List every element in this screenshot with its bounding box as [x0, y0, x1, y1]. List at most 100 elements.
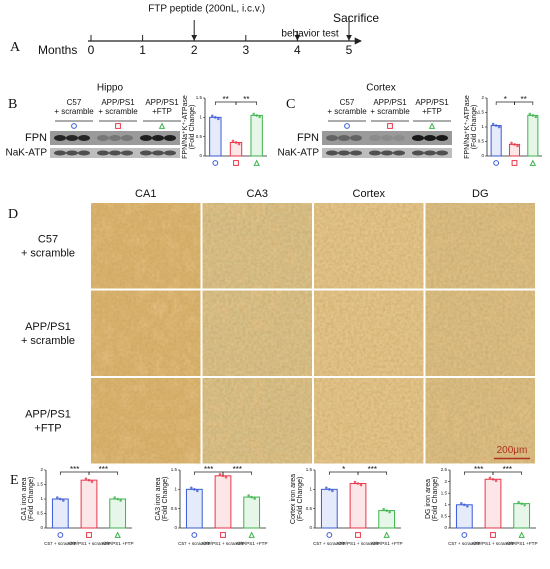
group-symbol [114, 531, 121, 538]
significance-bracket [492, 471, 523, 475]
group-symbol [253, 159, 260, 166]
group-symbol [344, 123, 350, 129]
data-point [494, 479, 498, 483]
blot-band [381, 135, 393, 141]
data-point [59, 497, 62, 501]
histology-texture [314, 378, 424, 464]
blot-band [393, 135, 405, 141]
y-tick-label: 2.5 [441, 467, 448, 472]
panel-label: D [8, 207, 18, 222]
y-tick-label: 0 [481, 153, 484, 158]
x-tick-label: APP/PS1 + scramble [471, 541, 514, 546]
blot-band [66, 150, 78, 156]
blot-band [326, 135, 338, 141]
y-axis-label: CA3 iron area [155, 477, 162, 520]
group-symbol [220, 532, 226, 538]
blot-band [436, 135, 448, 141]
blot-row-label: NaK-ATP [278, 148, 320, 159]
blot-band [78, 150, 90, 156]
blot-band [152, 150, 164, 156]
lane-label: C57 [67, 98, 82, 107]
blot-band [412, 150, 424, 156]
group-symbol [461, 532, 468, 538]
significance-label: *** [503, 465, 512, 474]
data-point [491, 477, 495, 481]
histology-texture [91, 203, 201, 289]
data-point [353, 480, 357, 484]
bar [378, 510, 396, 529]
group-symbol [511, 160, 518, 166]
data-point [388, 510, 391, 514]
group-symbol [86, 532, 92, 538]
significance-label: *** [99, 465, 108, 474]
y-tick-label: 1 [444, 502, 447, 507]
blot-band [369, 135, 381, 141]
blot-row-label: NaK-ATP [6, 148, 48, 159]
y-axis-label: FPN/Na⁺K⁺-ATPase [182, 95, 189, 159]
blot-band [412, 135, 424, 141]
row-label: APP/PS1 [25, 409, 71, 421]
row-label: C57 [38, 234, 58, 246]
data-point [218, 473, 222, 476]
blot-band [424, 150, 436, 156]
histology-texture [425, 378, 535, 464]
x-tick-label: C57 + scramble [448, 541, 481, 546]
data-point [523, 503, 526, 507]
blot-fpn [322, 131, 452, 145]
y-tick-label: 1.5 [171, 467, 178, 472]
timeline-label: Months [38, 43, 77, 57]
lane-label: APP/PS1 [373, 98, 407, 107]
histology-texture [91, 290, 201, 376]
significance-label: * [342, 465, 345, 474]
y-tick-label: 0.5 [171, 506, 178, 511]
lane-label: + scramble [370, 107, 410, 116]
blot-band [152, 135, 164, 141]
row-label: + scramble [21, 248, 75, 260]
blot-band [164, 150, 176, 156]
data-point [528, 112, 532, 116]
blot-row-label: FPN [25, 132, 47, 144]
data-point [87, 478, 91, 482]
significance-bracket [357, 471, 388, 475]
bar [349, 483, 367, 529]
lane-label: + scramble [327, 107, 367, 116]
blot-band [121, 135, 133, 141]
data-point [463, 503, 466, 507]
panel-label: C [286, 97, 295, 112]
timeline-tick-label: 4 [294, 43, 301, 57]
y-tick-label: 1 [174, 487, 177, 492]
timeline-tick-label: 5 [346, 43, 353, 57]
panel-label: B [8, 97, 17, 112]
significance-bracket [88, 471, 119, 475]
bar [109, 498, 127, 529]
data-point [466, 505, 469, 508]
blot-row-label: FPN [297, 132, 319, 144]
event-label: Sacrifice [333, 11, 379, 25]
scale-bar-label: 200μm [497, 445, 528, 456]
group-symbol [428, 122, 436, 129]
x-tick-label: C57 + scramble [44, 541, 77, 546]
group-symbol [158, 122, 166, 129]
data-point [190, 486, 193, 490]
group-symbol [383, 531, 390, 538]
blot-band [164, 135, 176, 141]
data-point [250, 495, 253, 499]
y-tick-label: 1.5 [196, 95, 203, 100]
x-tick-label: APP/PS1 + scramble [201, 541, 244, 546]
y-tick-label: 1 [309, 487, 312, 492]
bar [185, 488, 203, 529]
y-tick-label: 0.5 [37, 511, 44, 516]
blot-band [326, 150, 338, 156]
bar [51, 498, 69, 529]
data-point [460, 502, 463, 505]
data-point [534, 115, 538, 119]
data-point [224, 476, 228, 479]
lane-label: APP/PS1 [101, 98, 135, 107]
blot-band [66, 135, 78, 141]
y-axis-label: FPN/Na⁺K⁺-ATPase [464, 95, 471, 159]
lane-label: APP/PS1 [145, 98, 179, 107]
y-tick-label: 0.5 [306, 506, 313, 511]
blot-band [97, 135, 109, 141]
data-point [196, 489, 199, 493]
data-point [119, 499, 122, 502]
